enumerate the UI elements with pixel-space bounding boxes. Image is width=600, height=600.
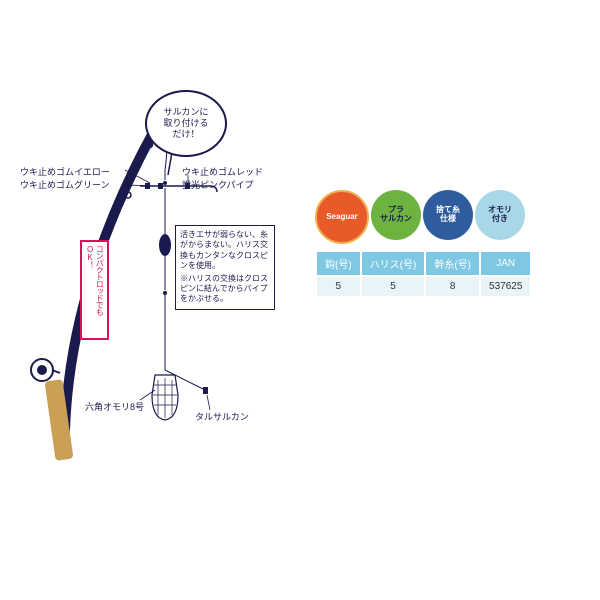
spec-header-hook: 鈎(号) <box>316 251 361 276</box>
info-box-text: 活きエサが弱らない、糸がからまない。ハリス交換もカンタンなクロスピンを使用。 <box>180 230 270 272</box>
info-box: 活きエサが弱らない、糸がからまない。ハリス交換もカンタンなクロスピンを使用。 ※… <box>175 225 275 310</box>
badge-pla-swivel: プラ サルカン <box>371 190 421 240</box>
red-stopper-label: ウキ止めゴムレッド 蛍光ピンクパイプ <box>182 165 263 191</box>
spec-header-jan: JAN <box>480 251 531 276</box>
spec-header-harris: ハリス(号) <box>361 251 426 276</box>
spec-jan-val: 537625 <box>480 276 531 297</box>
hex-sinker-label: 六角オモリ8号 <box>85 400 144 413</box>
swivel-callout-bubble: サルカンに 取り付ける だけ！ <box>145 90 227 157</box>
info-box-note: ※ハリスの交換はクロスピンに結んでからパイプをかぶせる。 <box>180 274 270 305</box>
spec-harris-val: 5 <box>361 276 426 297</box>
swivel-callout-text: サルカンに 取り付ける だけ！ <box>163 107 208 139</box>
badge-suteito: 捨て糸 仕様 <box>423 190 473 240</box>
badge-omori: オモリ 付き <box>475 190 525 240</box>
compact-rod-text: コンパクトロッドでもOK！ <box>86 245 105 315</box>
spec-table-row: 5 5 8 537625 <box>316 276 531 297</box>
spec-table-header-row: 鈎(号) ハリス(号) 幹糸(号) JAN <box>316 251 531 276</box>
green-stopper-label: ウキ止めゴムグリーン <box>20 178 110 191</box>
yellow-stopper-label: ウキ止めゴムイエロー <box>20 165 110 178</box>
spec-table: 鈎(号) ハリス(号) 幹糸(号) JAN 5 5 8 537625 <box>315 250 532 298</box>
feature-badges: Seaguar プラ サルカン 捨て糸 仕様 オモリ 付き <box>315 190 525 244</box>
spec-hook-val: 5 <box>316 276 361 297</box>
taru-swivel-label: タルサルカン <box>195 410 249 423</box>
compact-rod-callout: コンパクトロッドでもOK！ <box>80 240 109 340</box>
spec-main-val: 8 <box>425 276 480 297</box>
spec-header-main: 幹糸(号) <box>425 251 480 276</box>
badge-seaguar: Seaguar <box>315 190 369 244</box>
